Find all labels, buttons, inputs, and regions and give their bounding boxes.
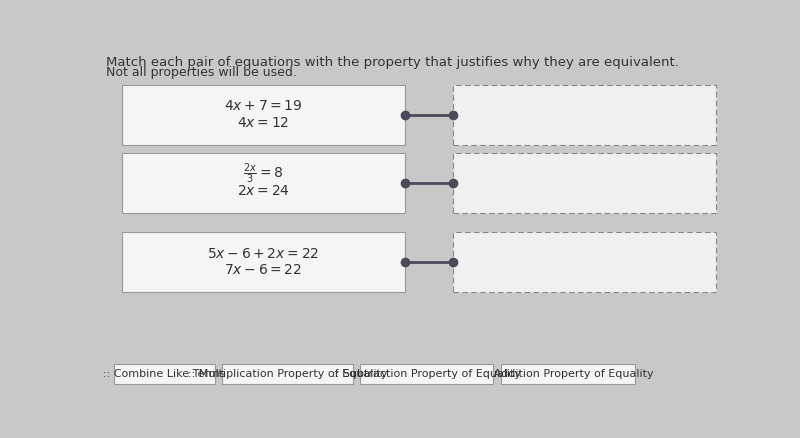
Text: $5x - 6 + 2x = 22$: $5x - 6 + 2x = 22$: [207, 247, 319, 261]
FancyBboxPatch shape: [453, 232, 716, 292]
Text: :: Multiplication Property of Equality: :: Multiplication Property of Equality: [188, 369, 387, 378]
FancyBboxPatch shape: [122, 232, 405, 292]
Text: $4x = 12$: $4x = 12$: [237, 117, 290, 131]
FancyBboxPatch shape: [222, 364, 353, 384]
FancyBboxPatch shape: [453, 85, 716, 145]
Text: $2x = 24$: $2x = 24$: [237, 184, 290, 198]
Text: $4x + 7 = 19$: $4x + 7 = 19$: [224, 99, 302, 113]
FancyBboxPatch shape: [453, 153, 716, 213]
Text: $7x - 6 = 22$: $7x - 6 = 22$: [224, 264, 302, 277]
FancyBboxPatch shape: [114, 364, 214, 384]
Text: :: Combine Like Terms: :: Combine Like Terms: [103, 369, 226, 378]
FancyBboxPatch shape: [122, 85, 405, 145]
Text: Not all properties will be used.: Not all properties will be used.: [106, 67, 297, 79]
FancyBboxPatch shape: [122, 153, 405, 213]
FancyBboxPatch shape: [360, 364, 493, 384]
Text: $\frac{2x}{3} = 8$: $\frac{2x}{3} = 8$: [243, 162, 283, 187]
Text: :: Addition Property of Equality: :: Addition Property of Equality: [482, 369, 654, 378]
Text: Match each pair of equations with the property that justifies why they are equiv: Match each pair of equations with the pr…: [106, 57, 679, 69]
FancyBboxPatch shape: [502, 364, 634, 384]
Text: :: Subtraction Property of Equality: :: Subtraction Property of Equality: [332, 369, 521, 378]
